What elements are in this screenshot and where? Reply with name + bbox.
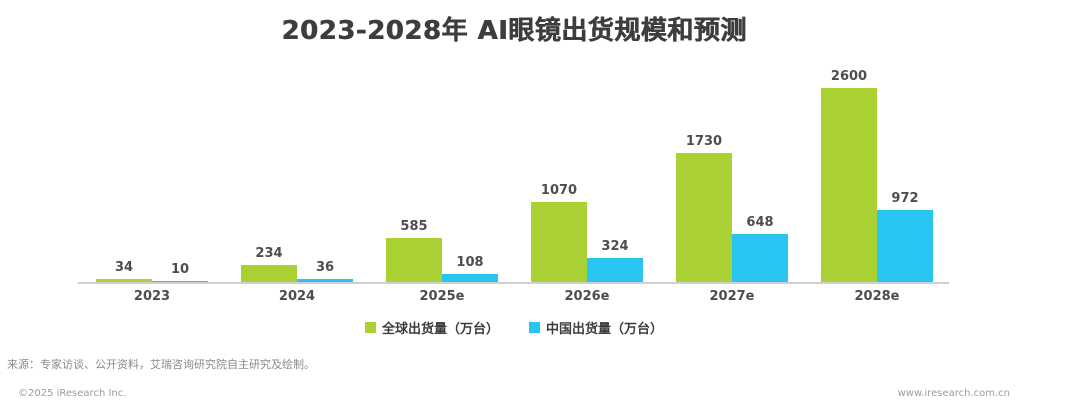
legend-item-global: 全球出货量（万台） [364,318,499,337]
bar-global-2027e [676,153,732,282]
bar-value-global-2028e: 2600 [830,69,868,84]
x-axis-label-2026e: 2026e [564,289,610,304]
bar-group-2027e: 1730 648 2027e [676,135,788,303]
website-text: www.iresearch.com.cn [897,388,1010,399]
bar-value-china-2024: 36 [315,260,335,275]
bar-china-2028e [877,210,933,282]
bar-column-global-2026e: 1070 [531,184,587,282]
legend-swatch-global-icon [364,322,376,333]
bar-column-china-2028e: 972 [877,192,933,282]
bar-china-2024 [297,279,353,282]
bar-value-china-2026e: 324 [601,239,629,254]
bar-global-2023 [96,279,152,282]
bar-value-global-2024: 234 [255,246,283,261]
footer-bar: ©2025 iResearch Inc. www.iresearch.com.c… [18,388,1010,399]
bar-value-china-2025e: 108 [456,255,484,270]
plot-area: 34 10 2023 234 36 2024 585 108 2025e 1070 324 2026e… [78,58,949,303]
source-note: 来源：专家访谈、公开资料，艾瑞咨询研究院自主研究及绘制。 [7,358,315,371]
bar-value-china-2028e: 972 [891,191,919,206]
bar-group-2025e: 585 108 2025e [386,220,498,303]
bar-group-2028e: 2600 972 2028e [821,70,933,303]
bar-china-2026e [587,258,643,282]
bar-value-china-2027e: 648 [746,215,774,230]
bar-global-2024 [241,265,297,282]
bar-value-global-2027e: 1730 [685,134,723,149]
bar-column-global-2028e: 2600 [821,70,877,282]
bar-china-2025e [442,274,498,282]
copyright-text: ©2025 iResearch Inc. [18,388,127,399]
x-axis-label-2025e: 2025e [419,289,465,304]
x-axis-line [78,282,949,284]
bar-global-2028e [821,88,877,282]
legend-label-china: 中国出货量（万台） [546,322,664,337]
chart-title: 2023-2028年 AI眼镜出货规模和预测 [281,16,747,46]
bar-value-global-2025e: 585 [400,219,428,234]
bar-groups: 34 10 2023 234 36 2024 585 108 2025e 1070 324 2026e… [96,70,933,303]
bar-group-2026e: 1070 324 2026e [531,184,643,303]
bar-column-global-2027e: 1730 [676,135,732,282]
bar-column-china-2025e: 108 [442,256,498,282]
bar-group-2023: 34 10 2023 [96,261,208,303]
bar-china-2023 [152,281,208,282]
bar-group-2024: 234 36 2024 [241,247,353,303]
legend-swatch-china-icon [529,322,540,333]
bar-china-2027e [732,234,788,282]
bar-column-global-2023: 34 [96,261,152,282]
bar-value-china-2023: 10 [170,262,190,277]
bar-global-2026e [531,202,587,282]
bar-column-china-2027e: 648 [732,216,788,282]
bar-value-global-2023: 34 [114,260,134,275]
bar-column-global-2024: 234 [241,247,297,282]
x-axis-label-2028e: 2028e [854,289,900,304]
bar-column-china-2023: 10 [152,263,208,282]
legend-item-china: 中国出货量（万台） [529,318,663,337]
bar-global-2025e [386,238,442,282]
x-axis-label-2023: 2023 [133,289,171,304]
x-axis-label-2024: 2024 [278,289,316,304]
bar-column-global-2025e: 585 [386,220,442,282]
bar-value-global-2026e: 1070 [540,183,578,198]
x-axis-label-2027e: 2027e [709,289,755,304]
bar-column-china-2024: 36 [297,261,353,282]
legend: 全球出货量（万台） 中国出货量（万台） [0,318,1028,337]
bar-column-china-2026e: 324 [587,240,643,282]
legend-label-global: 全球出货量（万台） [381,322,499,337]
